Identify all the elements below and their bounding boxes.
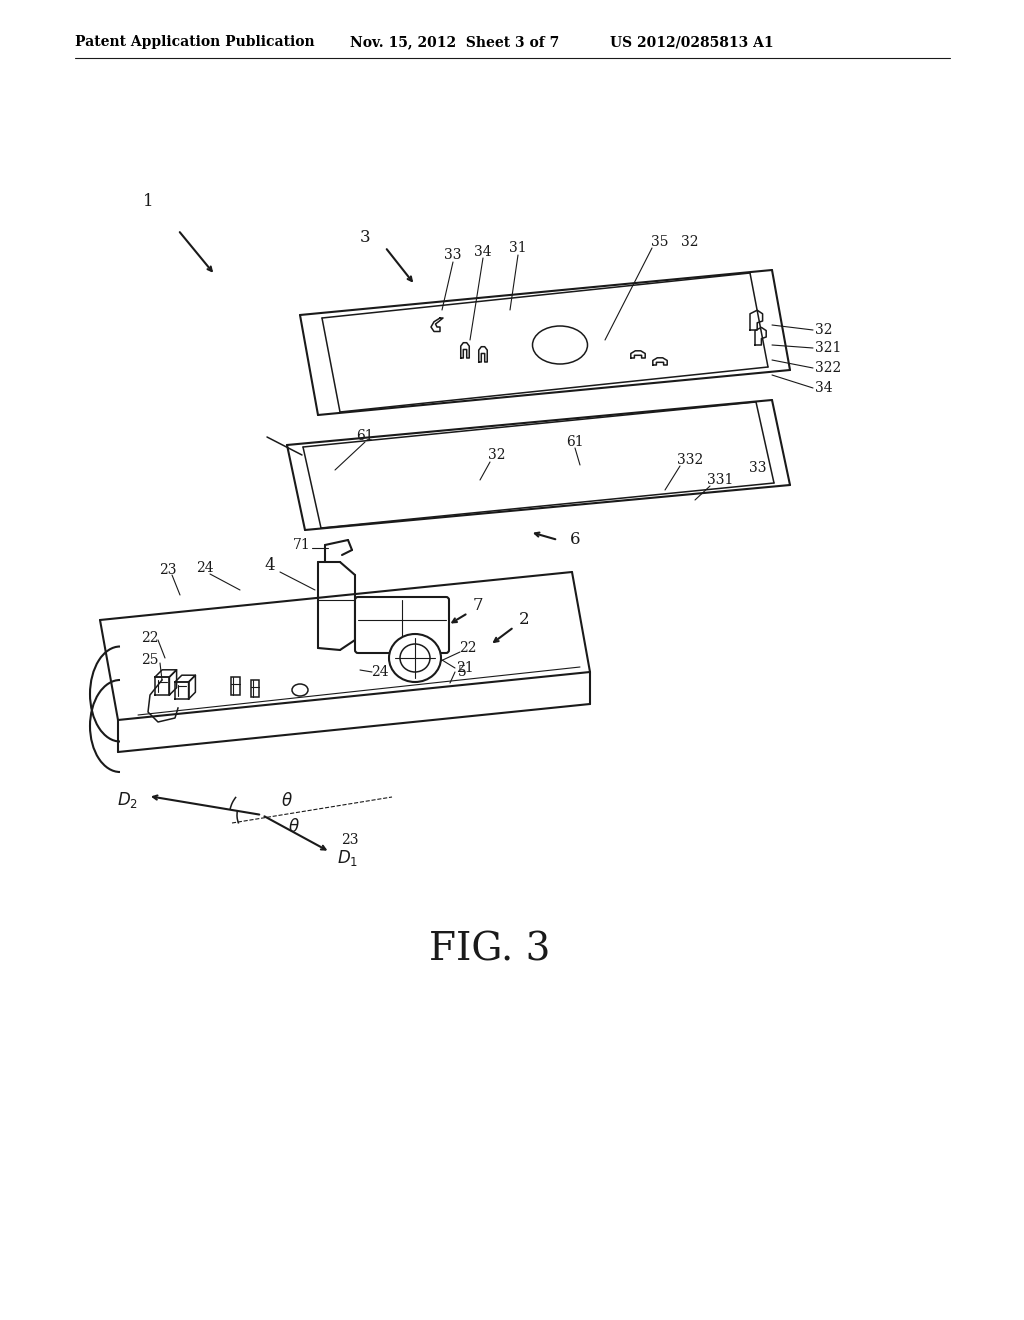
Ellipse shape (532, 326, 588, 364)
Ellipse shape (292, 684, 308, 696)
Text: $\theta$: $\theta$ (281, 792, 293, 810)
FancyBboxPatch shape (355, 597, 449, 653)
Text: 24: 24 (371, 665, 389, 678)
Text: 22: 22 (141, 631, 159, 645)
Text: 31: 31 (509, 242, 526, 255)
Text: 2: 2 (519, 611, 529, 628)
Text: 6: 6 (569, 532, 581, 549)
Text: 21: 21 (456, 661, 474, 675)
Text: 1: 1 (142, 194, 154, 210)
Text: 3: 3 (359, 230, 371, 247)
Text: 34: 34 (474, 246, 492, 259)
Text: 35: 35 (651, 235, 669, 249)
Text: 4: 4 (264, 557, 275, 573)
Text: 71: 71 (293, 539, 311, 552)
FancyBboxPatch shape (251, 680, 259, 697)
Text: FIG. 3: FIG. 3 (429, 932, 551, 969)
Text: 32: 32 (815, 323, 833, 337)
Text: 32: 32 (488, 447, 506, 462)
Text: 34: 34 (815, 381, 833, 395)
Text: 332: 332 (677, 453, 703, 467)
Text: $D_2$: $D_2$ (118, 789, 138, 810)
Text: 322: 322 (815, 360, 842, 375)
Ellipse shape (400, 644, 430, 672)
Text: US 2012/0285813 A1: US 2012/0285813 A1 (610, 36, 773, 49)
Text: 23: 23 (341, 833, 358, 847)
Text: 33: 33 (750, 461, 767, 475)
Text: 23: 23 (160, 564, 177, 577)
Text: Nov. 15, 2012  Sheet 3 of 7: Nov. 15, 2012 Sheet 3 of 7 (350, 36, 559, 49)
Text: $D_1$: $D_1$ (338, 847, 358, 869)
Ellipse shape (389, 634, 441, 682)
FancyBboxPatch shape (230, 677, 240, 696)
Text: 61: 61 (356, 429, 374, 444)
Text: 32: 32 (681, 235, 698, 249)
Text: 61: 61 (566, 436, 584, 449)
Text: Patent Application Publication: Patent Application Publication (75, 36, 314, 49)
Text: 33: 33 (444, 248, 462, 261)
Text: 5: 5 (458, 665, 466, 678)
Text: 331: 331 (707, 473, 733, 487)
Text: 22: 22 (459, 642, 477, 655)
Text: $\theta$: $\theta$ (288, 818, 300, 836)
Text: 24: 24 (197, 561, 214, 576)
Text: 321: 321 (815, 341, 842, 355)
Text: 25: 25 (141, 653, 159, 667)
Text: 7: 7 (473, 598, 483, 615)
